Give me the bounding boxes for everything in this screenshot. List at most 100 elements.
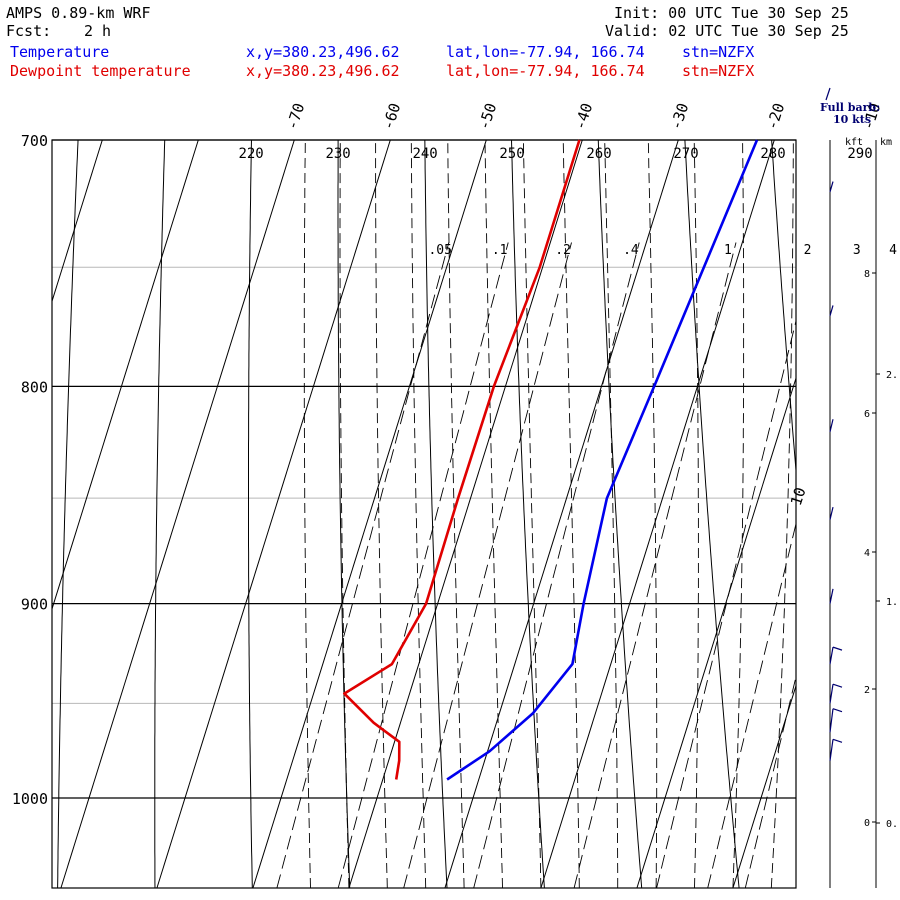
theta-label: 240 <box>412 146 437 162</box>
mixing-ratio-line <box>573 242 737 888</box>
moist-adiabat-line <box>562 140 580 888</box>
dry-adiabat-line <box>248 140 253 888</box>
wind-barb <box>829 305 834 316</box>
isotherm-label: -20 <box>763 101 788 132</box>
isotherm-line <box>636 376 796 888</box>
isotherm-line <box>444 140 679 888</box>
wind-barb <box>829 588 834 604</box>
wind-barb <box>829 708 834 733</box>
isotherm-label: -60 <box>379 101 404 132</box>
dry-adiabat-line <box>57 140 79 888</box>
moist-adiabat-line <box>604 140 619 888</box>
isotherm-line <box>60 140 295 888</box>
moist-adiabat-line <box>447 140 465 888</box>
wind-barb-flag <box>832 708 843 713</box>
wind-barb <box>829 419 834 433</box>
isotherm-label: -50 <box>475 101 500 132</box>
pressure-tick-label: 800 <box>21 378 48 396</box>
wind-profile: kft km 8 6 4 2 0 2. 1. 0. <box>825 87 898 888</box>
theta-label: 260 <box>586 146 611 162</box>
wind-barb-flag <box>832 738 843 743</box>
isotherm-line <box>732 684 796 888</box>
wind-key-subtitle: 10 kts <box>833 113 872 126</box>
theta-label: 270 <box>673 146 698 162</box>
init-time: Init: 00 UTC Tue 30 Sep 25 <box>614 4 849 22</box>
kft-tick-label: 2 <box>864 685 870 696</box>
kft-tick-label: 0 <box>864 818 870 829</box>
moist-adiabat-line <box>522 140 542 888</box>
kft-tick-label: 6 <box>864 409 870 420</box>
kft-tick-label: 4 <box>864 548 870 559</box>
moist-adiabat-line <box>810 32 848 889</box>
km-tick-label: 0. <box>886 819 898 830</box>
isotherm-line <box>0 140 6 888</box>
dry-adiabat-line <box>857 120 900 900</box>
isotherm-line <box>52 140 199 611</box>
mixing-ratio-label: 1 <box>724 243 732 258</box>
legend-dewpoint-label: Dewpoint temperature <box>10 62 191 80</box>
sounding-series <box>342 139 759 781</box>
isotherm-label: -30 <box>667 101 692 132</box>
isotherm-label: -40 <box>571 101 596 132</box>
plot-frame <box>51 139 797 889</box>
km-label: km <box>880 137 892 148</box>
skewt-grid <box>0 32 900 900</box>
dry-adiabat-line <box>424 140 448 888</box>
mixing-ratio-label: .05 <box>428 243 451 258</box>
theta-label: 230 <box>325 146 350 162</box>
legend-temperature-xy: x,y=380.23,496.62 <box>246 43 400 61</box>
mixing-ratio-line <box>276 242 450 888</box>
moist-adiabat-line <box>693 140 699 888</box>
mixing-ratio-label: 3 <box>853 243 861 258</box>
mixing-ratio-line <box>403 242 572 888</box>
wind-key-title: Full barb: <box>820 101 881 114</box>
isotherm-line <box>540 140 775 888</box>
theta-label: 290 <box>847 146 872 162</box>
wind-barb <box>829 739 834 761</box>
moist-adiabat-line <box>887 32 900 889</box>
legend-dewpoint-latlon: lat,lon=-77.94, 166.74 <box>446 62 645 80</box>
moist-adiabat-line <box>732 140 745 888</box>
dry-adiabat-line <box>511 140 545 888</box>
km-tick-label: 2. <box>886 370 898 381</box>
temperature-line <box>446 139 759 781</box>
moist-adiabat-line <box>484 140 503 888</box>
fcst-value: 2 h <box>84 22 112 40</box>
dry-adiabat-line <box>771 140 796 477</box>
mixing-ratio-label: .1 <box>492 243 508 258</box>
legend-temperature-label: Temperature <box>10 43 110 61</box>
wind-barb-flag <box>832 646 843 651</box>
kft-tick-label: 8 <box>864 269 870 280</box>
mixing-ratio-line <box>473 242 640 888</box>
legend-dewpoint-stn: stn=NZFX <box>682 62 755 80</box>
wind-barb <box>829 647 834 665</box>
theta-label: 250 <box>499 146 524 162</box>
grid-lines <box>0 32 900 900</box>
dry-adiabat-line <box>684 140 740 888</box>
kft-label: kft <box>845 137 863 148</box>
dry-adiabat-line <box>597 140 643 888</box>
legend-dewpoint-xy: x,y=380.23,496.62 <box>246 62 400 80</box>
mixing-ratio-label: 4 <box>889 243 897 258</box>
isotherm-line <box>348 140 583 888</box>
skewt-labels: 7008009001000-70-60-50-40-30-20-10010220… <box>12 101 897 808</box>
mixing-ratio-label: 2 <box>804 243 812 258</box>
mixing-ratio-label: .4 <box>623 243 639 258</box>
moist-adiabat-line <box>647 140 658 888</box>
pressure-tick-label: 700 <box>21 132 48 150</box>
mixing-ratio-line <box>744 674 796 888</box>
moist-adiabat-line <box>770 140 794 888</box>
dewpoint-line <box>342 139 581 780</box>
mixing-ratio-line <box>707 521 796 888</box>
isotherm-line <box>156 140 391 888</box>
km-tick-label: 1. <box>886 597 898 608</box>
wind-barb <box>829 507 834 520</box>
mixing-ratio-line <box>800 243 900 889</box>
isotherm-line <box>52 140 103 303</box>
wind-key-barb <box>825 87 831 101</box>
mixing-ratio-line <box>337 242 509 888</box>
fcst-label: Fcst: <box>6 22 52 40</box>
theta-label: 280 <box>760 146 785 162</box>
moist-adiabat-line <box>410 140 427 888</box>
